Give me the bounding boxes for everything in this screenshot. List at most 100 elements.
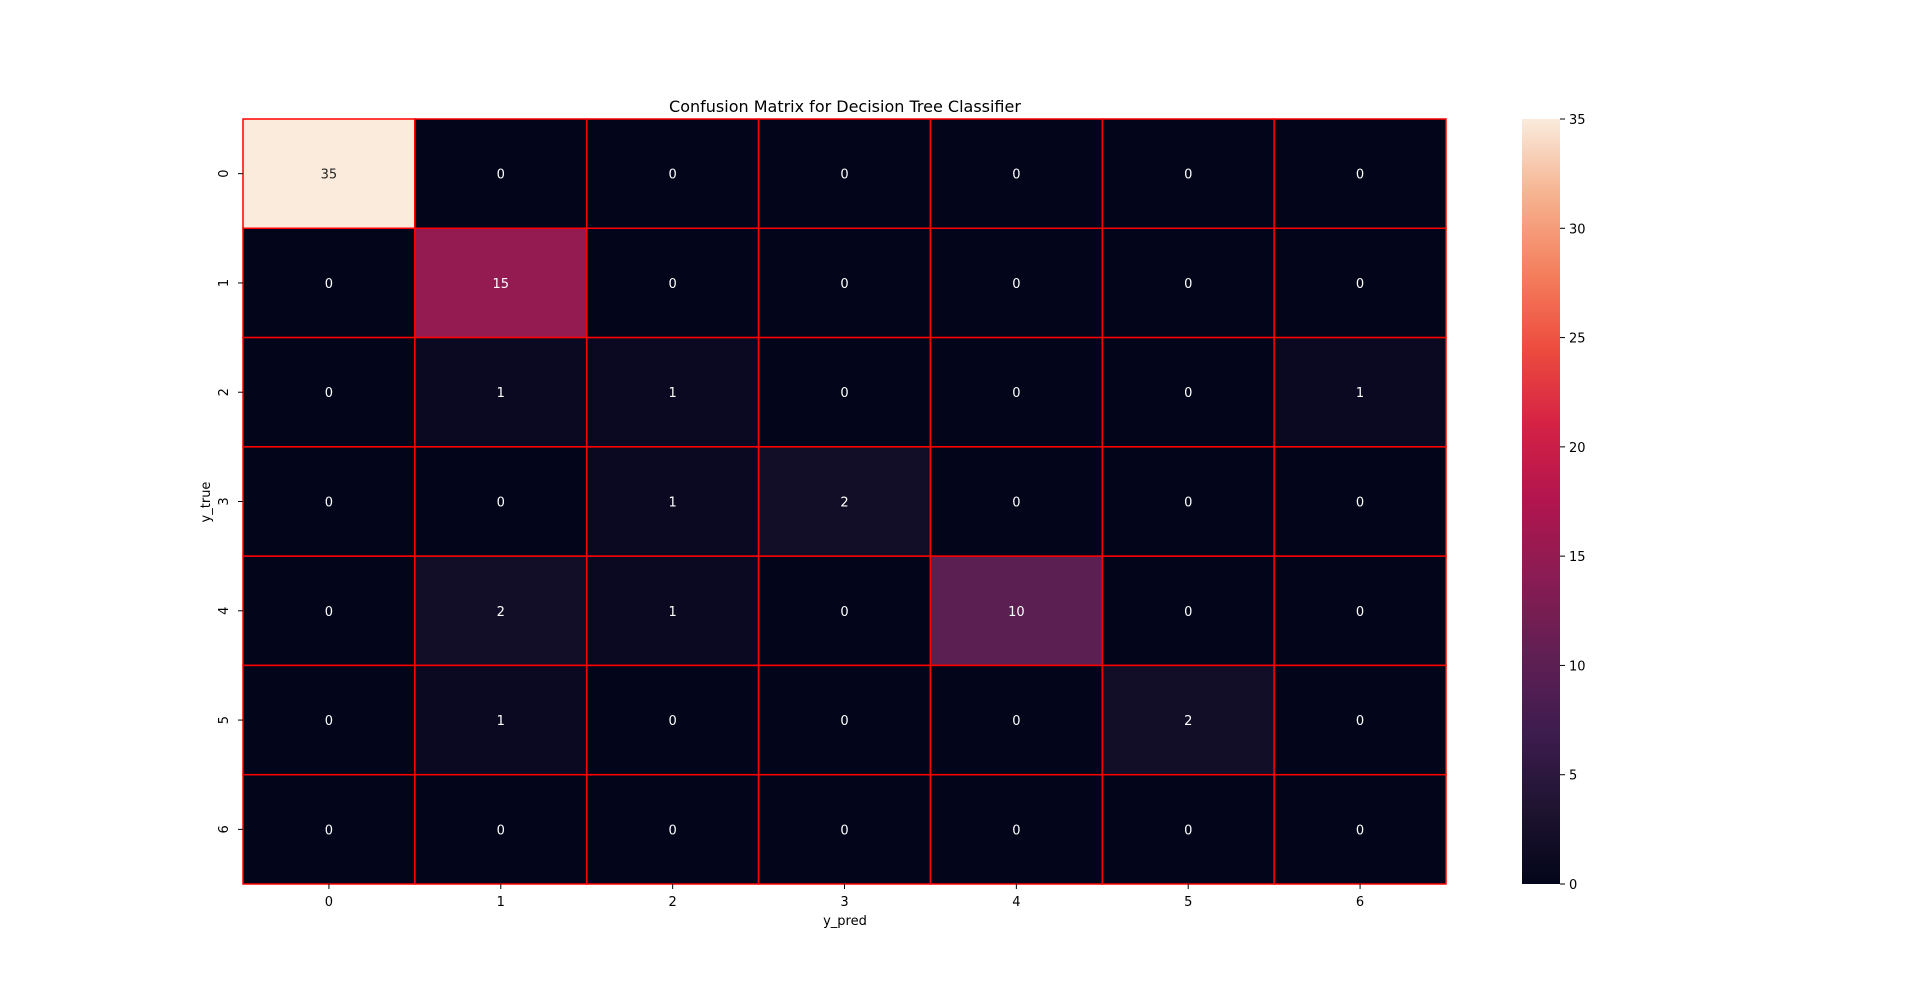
cell-value-label: 0 [669,168,677,183]
heatmap-cell [757,664,932,776]
cell-value-label: 1 [497,714,505,729]
heatmap-cell [585,664,760,776]
heatmap-cell [1101,118,1275,230]
heatmap-cell [1273,555,1447,667]
heatmap-cell [929,664,1104,776]
cell-value-label: 0 [1184,823,1192,838]
x-tick-label: 3 [840,895,848,910]
cell-value-label: 0 [1356,277,1364,292]
cell-value-label: 0 [1012,168,1020,183]
cell-value-label: 0 [840,714,848,729]
x-tick-label: 1 [497,895,505,910]
cell-value-label: 0 [1356,605,1364,620]
cell-value-label: 0 [1356,496,1364,511]
colorbar-tick-label: 25 [1569,332,1586,347]
cell-value-label: 0 [1012,496,1020,511]
cell-value-label: 0 [325,714,333,729]
cell-value-label: 0 [669,277,677,292]
cell-value-label: 0 [497,168,505,183]
cell-value-label: 0 [1012,277,1020,292]
chart-title: Confusion Matrix for Decision Tree Class… [669,97,1021,116]
cell-value-label: 0 [1356,714,1364,729]
heatmap-cell [757,336,932,448]
y-tick-label: 6 [217,825,232,833]
heatmap-cell [757,446,932,557]
cell-value-label: 0 [497,823,505,838]
cell-value-label: 1 [669,605,677,620]
cell-value-label: 15 [493,277,510,292]
cell-value-label: 0 [840,386,848,401]
cell-value-label: 0 [1012,823,1020,838]
cell-value-label: 0 [669,823,677,838]
x-tick-label: 4 [1012,895,1020,910]
heatmap-cells: 35 0 0 0 0 0 00 15 0 0 0 0 00 1 1 0 0 0 10 0 1 2 0 0 00 2 1 0 10 0 00 1… [242,118,1447,885]
x-axis-ticks: 0 1 2 3 4 5 6 [325,884,1364,910]
colorbar-tick-label: 0 [1569,878,1577,893]
cell-value-label: 0 [840,277,848,292]
y-tick-label: 4 [217,607,232,615]
heatmap-cell [1101,446,1275,557]
heatmap-cell [757,118,932,230]
heatmap-cell [1273,446,1447,557]
colorbar-tick-label: 15 [1569,550,1586,565]
heatmap-cell [1273,336,1447,448]
y-tick-label: 2 [217,388,232,396]
heatmap-cell [414,118,588,230]
cell-value-label: 1 [1356,386,1364,401]
heatmap-cell [585,336,760,448]
cell-value-label: 1 [497,386,505,401]
cell-value-label: 0 [325,386,333,401]
heatmap-cell [929,118,1104,230]
heatmap-cell [585,555,760,667]
heatmap-cell [242,773,416,885]
x-axis-label: y_pred [823,914,867,929]
cell-value-label: 1 [669,496,677,511]
heatmap-cell [929,336,1104,448]
cell-value-label: 0 [1184,168,1192,183]
colorbar-tick-label: 20 [1569,441,1586,456]
x-tick-label: 5 [1184,895,1192,910]
cell-value-label: 0 [669,714,677,729]
heatmap-cell [1101,227,1275,339]
heatmap-cell [242,336,416,448]
cell-value-label: 0 [497,496,505,511]
cell-value-label: 0 [325,605,333,620]
cell-value-label: 0 [840,168,848,183]
y-axis-label: y_true [199,482,214,523]
y-tick-label: 3 [217,497,232,505]
y-tick-label: 5 [217,716,232,724]
heatmap-cell [242,118,416,230]
heatmap-cell [1273,227,1447,339]
heatmap-cell [585,773,760,885]
heatmap-cell [414,336,588,448]
heatmap-cell [585,118,760,230]
x-tick-label: 6 [1356,895,1364,910]
cell-value-label: 0 [1356,823,1364,838]
cell-value-label: 2 [1184,714,1192,729]
cell-value-label: 0 [1356,168,1364,183]
heatmap-cell [757,773,932,885]
colorbar-ticks: 0 5 10 15 20 25 30 35 [1560,113,1586,893]
x-tick-label: 0 [325,895,333,910]
heatmap-cell [1273,664,1447,776]
cell-value-label: 2 [840,496,848,511]
y-axis-ticks: 0 1 2 3 4 5 6 [217,170,243,833]
heatmap-cell [414,446,588,557]
colorbar-tick-label: 30 [1569,222,1586,237]
cell-value-label: 0 [1184,386,1192,401]
heatmap-cell [242,446,416,557]
cell-value-label: 0 [1012,714,1020,729]
cell-value-label: 0 [1184,496,1192,511]
y-tick-label: 0 [217,170,232,178]
cell-value-label: 0 [325,496,333,511]
y-tick-label: 1 [217,279,232,287]
x-tick-label: 2 [669,895,677,910]
cell-value-label: 0 [1012,386,1020,401]
colorbar-tick-label: 35 [1569,113,1586,128]
colorbar-tick-label: 5 [1569,769,1577,784]
cell-value-label: 10 [1008,605,1025,620]
cell-value-label: 0 [840,823,848,838]
cell-value-label: 2 [497,605,505,620]
cell-value-label: 35 [321,168,338,183]
heatmap-cell [1101,336,1275,448]
